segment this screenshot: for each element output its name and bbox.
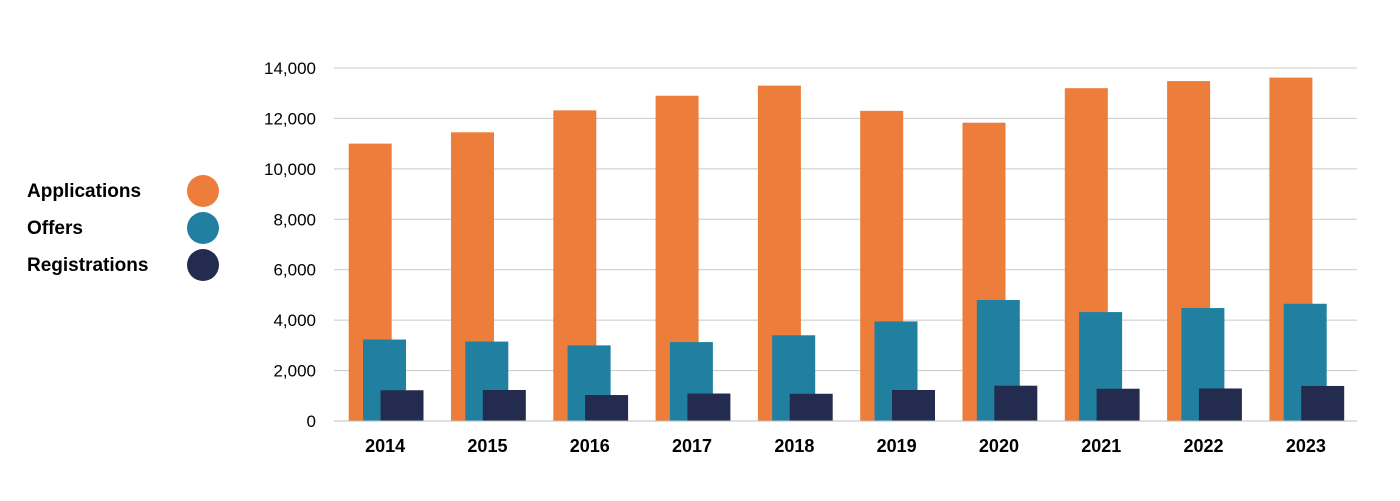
x-tick-label: 2018 [774, 436, 814, 456]
bar-registrations-2021 [1096, 388, 1140, 421]
x-tick-label: 2022 [1184, 436, 1224, 456]
series-offers [363, 299, 1327, 421]
y-axis: 0 2,000 4,000 6,000 8,000 10,000 12,000 14,000 [264, 59, 316, 431]
legend-swatch-offers [187, 212, 219, 244]
y-tick-label: 8,000 [273, 210, 316, 229]
x-tick-label: 2020 [979, 436, 1019, 456]
legend-item-offers: Offers [27, 211, 227, 248]
bar-registrations-2019 [892, 389, 935, 421]
legend-swatch-applications [187, 175, 219, 207]
bar-registrations-2020 [994, 385, 1038, 421]
y-tick-label: 4,000 [273, 311, 316, 330]
bar-registrations-2018 [789, 393, 833, 421]
x-tick-label: 2019 [877, 436, 917, 456]
y-tick-label: 6,000 [273, 261, 316, 280]
legend-label-registrations: Registrations [27, 255, 149, 276]
bar-registrations-2017 [687, 393, 731, 421]
legend-item-applications: Applications [27, 174, 227, 211]
bars [348, 77, 1345, 422]
y-tick-label: 12,000 [264, 109, 316, 128]
gridlines [334, 67, 1357, 372]
y-tick-label: 10,000 [264, 160, 316, 179]
y-tick-label: 14,000 [264, 59, 316, 78]
legend-item-registrations: Registrations [27, 248, 227, 285]
x-tick-label: 2023 [1286, 436, 1326, 456]
bar-registrations-2022 [1198, 388, 1242, 421]
x-tick-label: 2015 [467, 436, 507, 456]
bar-registrations-2023 [1301, 385, 1345, 421]
y-tick-label: 0 [307, 412, 316, 431]
bar-registrations-2016 [585, 395, 629, 421]
series-registrations [380, 385, 1345, 421]
bar-registrations-2015 [482, 389, 526, 421]
x-tick-label: 2016 [570, 436, 610, 456]
legend-label-applications: Applications [27, 181, 142, 202]
x-axis: 2014 2015 2016 2017 2018 2019 2020 2021 2022 2023 [365, 436, 1326, 456]
legend-label-offers: Offers [27, 218, 83, 239]
legend: Applications Offers Registrations [27, 174, 227, 285]
bar-registrations-2014 [380, 390, 424, 421]
x-tick-label: 2017 [672, 436, 712, 456]
y-tick-label: 2,000 [273, 362, 316, 381]
x-tick-label: 2014 [365, 436, 405, 456]
x-tick-label: 2021 [1081, 436, 1121, 456]
legend-swatch-registrations [187, 249, 219, 281]
